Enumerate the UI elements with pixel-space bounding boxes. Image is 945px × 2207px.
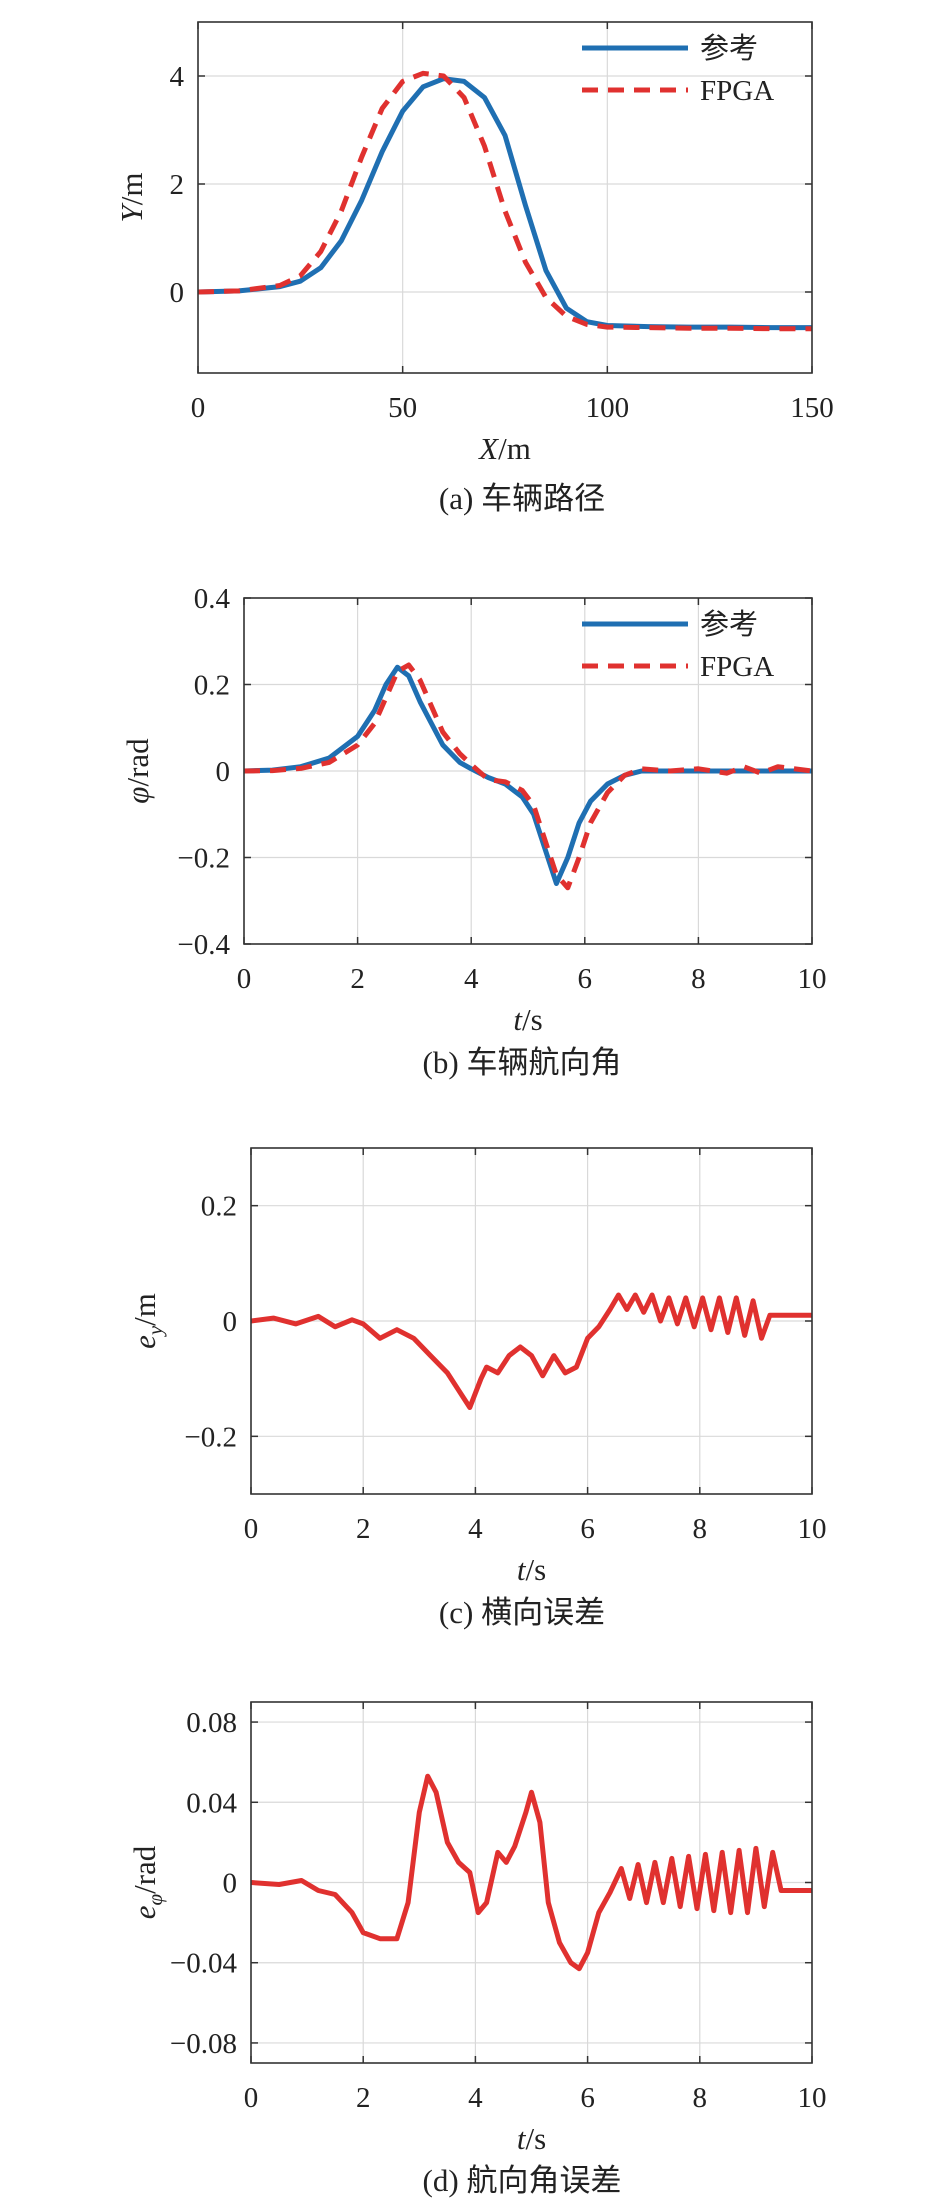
x-tick-label: 2 xyxy=(350,963,365,995)
y-axis-label: ey/m xyxy=(127,1293,167,1349)
y-tick-label: 0 xyxy=(223,1306,238,1338)
y-tick-label: 2 xyxy=(170,169,185,201)
y-axis-subscript: y xyxy=(143,1325,167,1337)
series-line-secondary xyxy=(198,70,812,332)
x-tick-label: 0 xyxy=(244,1513,259,1545)
x-axis-label: t/s xyxy=(517,1552,546,1587)
y-axis-label: Y/m xyxy=(114,173,149,223)
x-tick-label: 0 xyxy=(237,963,252,995)
y-tick-label: 0 xyxy=(223,1868,238,1900)
series-line-primary xyxy=(251,1773,812,1972)
x-tick-label: 2 xyxy=(356,2082,371,2114)
y-tick-label: −0.08 xyxy=(170,2028,237,2060)
chart-caption: (b) 车辆航向角 xyxy=(423,1045,622,1080)
y-axis-subscript: φ xyxy=(143,1894,167,1906)
series-line-primary xyxy=(251,1292,812,1410)
x-axis-unit: /s xyxy=(522,1002,543,1037)
x-tick-label: 10 xyxy=(798,963,827,995)
y-tick-label: 0 xyxy=(216,756,231,788)
chart-4: 0 2 4 6 8 10 −0.08 −0.04 0 0.04 0.08 t/s eφ/rad (d) 航… xyxy=(127,1701,827,2198)
x-tick-label: 150 xyxy=(790,392,834,424)
y-tick-label: −0.2 xyxy=(184,1421,237,1453)
x-tick-label: 10 xyxy=(798,1513,827,1545)
x-tick-label: 8 xyxy=(691,963,706,995)
y-tick-label: −0.4 xyxy=(177,929,230,961)
x-axis-unit: /s xyxy=(525,1552,546,1587)
chart-3: 0 2 4 6 8 10 −0.2 0 0.2 t/s ey/m (c) 横向误差 xyxy=(127,1147,827,1630)
x-axis-var: t xyxy=(513,1002,523,1037)
chart-caption: (a) 车辆路径 xyxy=(439,481,605,516)
y-axis-unit: /m xyxy=(127,1293,162,1326)
chart-2: 0 2 4 6 8 10 −0.4 −0.2 0 0.2 0.4 参考 FPGA t/s φ/rad (b) … xyxy=(120,583,827,1080)
y-axis-var: e xyxy=(127,1335,162,1349)
x-tick-label: 6 xyxy=(578,963,593,995)
y-tick-label: −0.2 xyxy=(177,843,230,875)
y-tick-label: 0.2 xyxy=(194,670,230,702)
x-tick-label: 10 xyxy=(798,2082,827,2114)
x-tick-label: 8 xyxy=(693,2082,708,2114)
x-axis-unit: /s xyxy=(525,2121,546,2156)
y-axis-unit: /m xyxy=(114,173,149,206)
y-axis-label: eφ/rad xyxy=(127,1845,167,1919)
x-axis-var: t xyxy=(517,1552,527,1587)
x-axis-var: t xyxy=(517,2121,527,2156)
y-tick-label: −0.04 xyxy=(170,1948,238,1980)
x-tick-label: 0 xyxy=(191,392,206,424)
chart-caption: (d) 航向角误差 xyxy=(423,2163,622,2198)
y-tick-label: 0.4 xyxy=(194,583,231,615)
plot-frame xyxy=(250,1147,813,1495)
x-axis-label: t/s xyxy=(513,1002,542,1037)
y-axis-var: e xyxy=(127,1905,162,1919)
y-axis-var: φ xyxy=(120,787,155,804)
x-tick-label: 8 xyxy=(693,1513,708,1545)
x-tick-label: 6 xyxy=(580,1513,595,1545)
x-tick-label: 4 xyxy=(464,963,479,995)
y-tick-label: 0.04 xyxy=(186,1787,237,1819)
series-line-secondary xyxy=(244,662,812,891)
x-tick-label: 4 xyxy=(468,1513,483,1545)
x-tick-label: 0 xyxy=(244,2082,259,2114)
legend-label: 参考 xyxy=(700,608,758,641)
x-tick-label: 6 xyxy=(580,2082,595,2114)
y-axis-unit: /rad xyxy=(127,1845,162,1894)
x-tick-label: 4 xyxy=(468,2082,483,2114)
y-axis-var: Y xyxy=(114,202,149,222)
legend-label: 参考 xyxy=(700,32,758,65)
x-tick-label: 2 xyxy=(356,1513,371,1545)
legend-label: FPGA xyxy=(700,651,774,683)
plot-frame xyxy=(250,1701,813,2064)
x-tick-label: 50 xyxy=(388,392,417,424)
y-tick-label: 0.2 xyxy=(201,1191,237,1223)
y-tick-label: 4 xyxy=(170,61,185,93)
x-tick-label: 100 xyxy=(586,392,630,424)
y-axis-label: φ/rad xyxy=(120,738,155,804)
legend-label: FPGA xyxy=(700,75,774,107)
plot-frame xyxy=(243,597,813,945)
x-axis-unit: /m xyxy=(498,431,531,466)
y-tick-label: 0 xyxy=(170,277,185,309)
chart-caption: (c) 横向误差 xyxy=(439,1595,605,1630)
y-axis-unit: /rad xyxy=(120,738,155,787)
x-axis-label: X/m xyxy=(477,431,531,466)
plot-frame xyxy=(197,21,813,374)
x-axis-var: X xyxy=(477,431,499,466)
series-line-primary xyxy=(244,664,812,886)
y-tick-label: 0.08 xyxy=(186,1707,237,1739)
series-line-primary xyxy=(198,76,812,331)
x-axis-label: t/s xyxy=(517,2121,546,2156)
